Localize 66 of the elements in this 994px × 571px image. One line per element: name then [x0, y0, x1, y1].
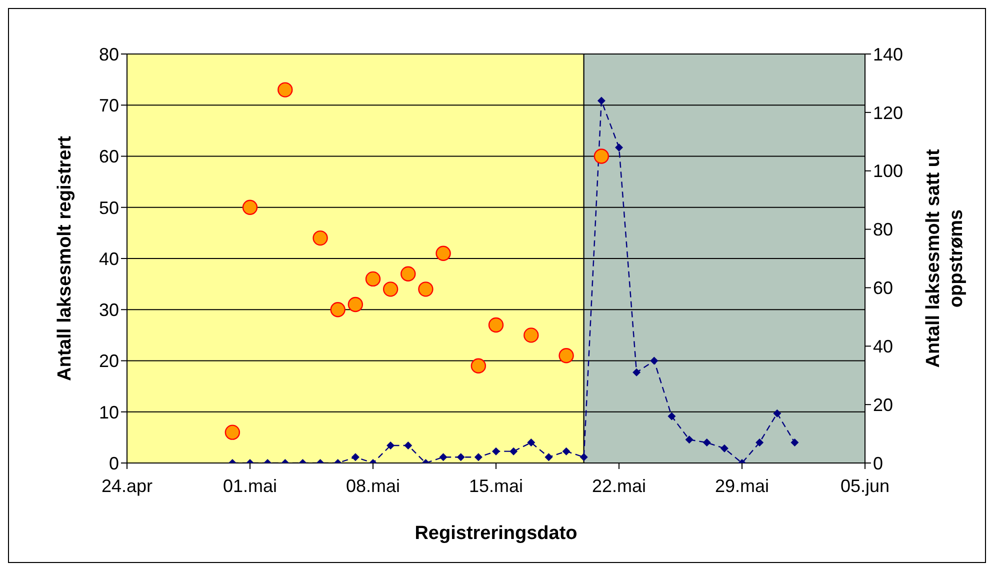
- point: [470, 358, 486, 374]
- y2-tick-label: 120: [873, 102, 904, 123]
- y2-tick-label: 0: [873, 453, 884, 474]
- point: [439, 453, 448, 462]
- y-tick-label: 20: [98, 351, 119, 372]
- point: [436, 246, 451, 261]
- point: [632, 368, 641, 376]
- x-tick-label: 24.apr: [101, 476, 153, 496]
- x-tick-label: 08.mai: [346, 476, 400, 496]
- point: [702, 438, 711, 447]
- y2-tick-label: 80: [873, 220, 894, 240]
- point: [365, 271, 381, 287]
- y2-tick-label: 20: [873, 394, 894, 415]
- point: [580, 453, 588, 462]
- x-tick-label: 15.mai: [468, 476, 524, 496]
- y2-tick-label: 140: [873, 44, 904, 64]
- point: [562, 447, 570, 456]
- point: [351, 453, 360, 462]
- y-tick-label: 80: [98, 44, 119, 64]
- y2-tick-label: 60: [873, 278, 894, 298]
- y-tick-label: 40: [98, 248, 119, 269]
- point: [790, 438, 799, 447]
- y2-tick-label: 100: [873, 161, 904, 182]
- point: [382, 282, 398, 297]
- point: [242, 200, 258, 215]
- point: [720, 444, 728, 452]
- y-tick-label: 30: [98, 300, 119, 320]
- point: [348, 296, 364, 312]
- x-tick-label: 05.jun: [840, 476, 890, 496]
- point: [456, 453, 465, 462]
- y2-tick-label: 40: [873, 336, 894, 357]
- point: [492, 447, 500, 456]
- y-tick-label: 70: [98, 96, 119, 116]
- point: [544, 453, 553, 462]
- point: [773, 409, 782, 418]
- point: [527, 438, 536, 447]
- y-tick-label: 10: [98, 402, 119, 422]
- point: [510, 447, 518, 456]
- y-axis-title: Antall laksesmolt registrert: [54, 135, 76, 381]
- point: [488, 317, 504, 333]
- y-tick-label: 60: [98, 146, 119, 167]
- point: [418, 282, 434, 297]
- point: [312, 230, 328, 246]
- point: [650, 356, 658, 365]
- point: [668, 412, 676, 420]
- x-tick-label: 01.mai: [222, 476, 278, 496]
- y-tick-label: 0: [108, 453, 119, 474]
- point: [404, 441, 412, 450]
- point: [594, 148, 610, 164]
- point: [558, 348, 574, 364]
- point: [685, 436, 694, 444]
- point: [474, 453, 482, 462]
- x-axis-title: Registreringsdato: [414, 523, 578, 544]
- x-tick-label: 29.mai: [714, 476, 770, 496]
- point: [330, 302, 346, 318]
- y-tick-label: 50: [98, 198, 119, 218]
- y2-axis-title: Antall laksesmolt satt ut oppstrøms: [923, 148, 967, 368]
- point: [224, 424, 240, 440]
- point: [386, 441, 395, 450]
- point: [524, 328, 539, 343]
- x-tick-label: 22.mai: [592, 476, 646, 496]
- point: [615, 143, 623, 152]
- point: [597, 96, 606, 105]
- point: [400, 266, 416, 282]
- point: [756, 438, 764, 447]
- point: [278, 82, 293, 98]
